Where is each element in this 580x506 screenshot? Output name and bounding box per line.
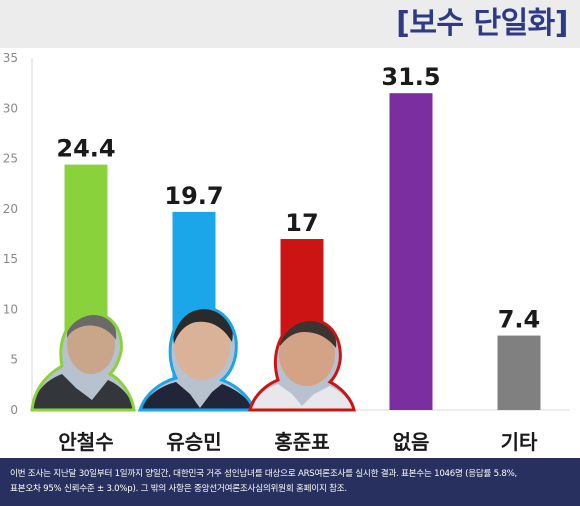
- category-label-5: 기타: [501, 430, 538, 454]
- plot-area: 0 5 10 15 20 25 30 35 24.4 안철수 19.7 유승민 17 홍준표 31.5 없음…: [0, 48, 580, 458]
- footnote-line-1: 이번 조사는 지난달 30일부터 1일까지 양일간, 대한민국 거주 성인남녀를…: [10, 469, 517, 479]
- y-tick-label: 15: [3, 252, 18, 266]
- candidate-photo-outline-3: [248, 318, 356, 412]
- candidate-photo-3: [250, 319, 354, 410]
- value-label-1: 24.4: [56, 135, 115, 163]
- y-tick-label: 20: [3, 202, 18, 216]
- y-tick-label: 35: [3, 51, 18, 65]
- category-label-4: 없음: [393, 430, 430, 454]
- y-tick-label: 0: [10, 403, 18, 417]
- value-label-4: 31.5: [381, 63, 440, 91]
- y-tick-label: 30: [3, 101, 18, 115]
- bar-chart: 0 5 10 15 20 25 30 35 24.4 안철수 19.7 유승민 17 홍준표 31.5 없음…: [3, 51, 570, 454]
- header-band: [보수 단일화]: [0, 0, 580, 48]
- photo-suit: [32, 374, 134, 410]
- photo-hair: [173, 307, 233, 344]
- photo-suit: [140, 382, 254, 410]
- photo-face: [67, 314, 115, 374]
- category-label-1: 안철수: [58, 430, 113, 454]
- y-tick-label: 5: [10, 353, 18, 367]
- value-label-5: 7.4: [498, 306, 541, 334]
- candidate-photo-outline-2: [137, 306, 257, 412]
- candidate-photo-outline-1: [30, 312, 136, 412]
- y-tick-label: 10: [3, 302, 18, 316]
- value-label-2: 19.7: [164, 182, 223, 210]
- footnote-line-2: 표본오차 95% 신뢰수준 ± 3.0%p). 그 밖의 사항은 중앙선거여론조…: [10, 484, 347, 494]
- value-label-3: 17: [285, 209, 318, 237]
- survey-footnote: 이번 조사는 지난달 30일부터 1일까지 양일간, 대한민국 거주 성인남녀를…: [0, 458, 580, 506]
- candidate-photo-2: [140, 307, 254, 410]
- photo-face: [279, 322, 335, 386]
- photo-suit: [250, 384, 354, 410]
- category-label-2: 유승민: [166, 430, 221, 454]
- photo-face: [174, 312, 230, 380]
- bar-5: [497, 335, 541, 410]
- y-tick-label: 25: [3, 152, 18, 166]
- chart-title: [보수 단일화]: [396, 6, 568, 41]
- bar-4: [389, 93, 433, 410]
- category-label-3: 홍준표: [274, 430, 329, 454]
- candidate-photo-1: [32, 313, 134, 410]
